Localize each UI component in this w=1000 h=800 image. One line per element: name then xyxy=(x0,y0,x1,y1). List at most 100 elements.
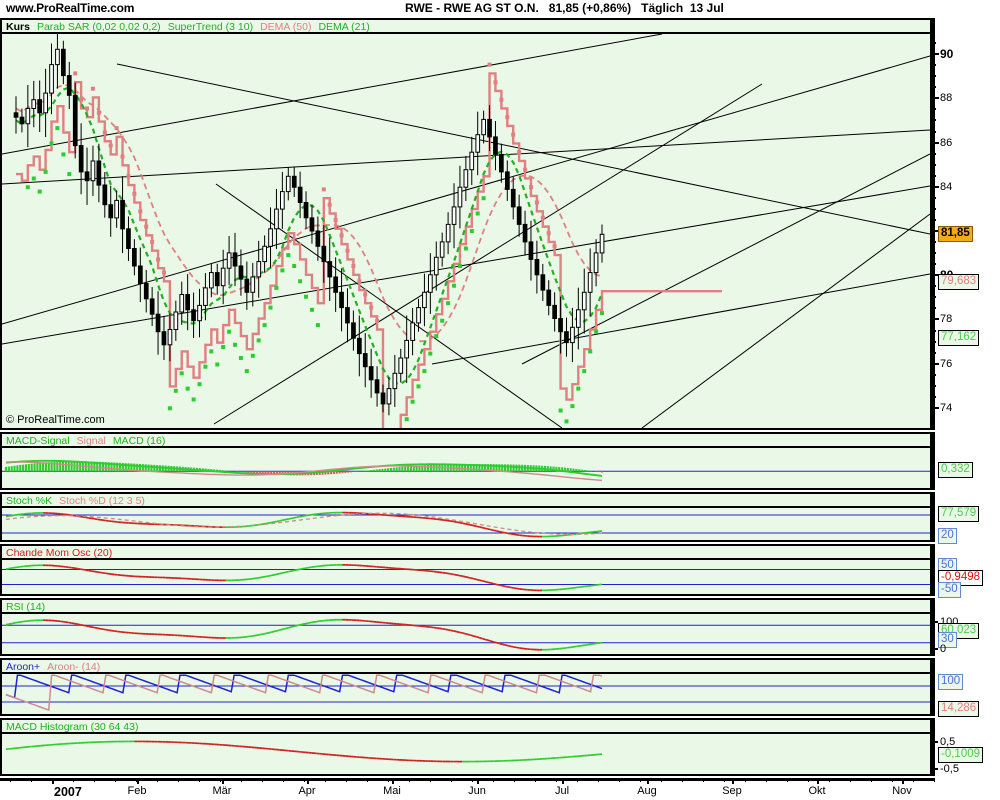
price-axis-tick xyxy=(932,141,939,144)
indicator-plot-macd-histogram[interactable] xyxy=(2,734,930,774)
price-chart-legend-item[interactable]: Kurs xyxy=(6,21,30,33)
indicator-axis-label: 0,5 xyxy=(940,735,956,748)
indicator-stochastic-legend-item[interactable]: Stoch %D (12 3 5) xyxy=(59,495,145,507)
date-axis-minor-tick xyxy=(724,778,725,782)
price-value-badge[interactable]: 79,683 xyxy=(938,274,980,291)
indicator-canvas-macd xyxy=(2,459,930,482)
indicator-axis-macd-histogram[interactable]: 0,5 -0,1009 -0,5 xyxy=(932,718,1000,776)
indicator-panel-rsi[interactable]: RSI (14) xyxy=(0,598,932,656)
price-axis-tick xyxy=(932,263,936,266)
date-axis-label: Mär xyxy=(212,785,232,797)
price-chart-panel[interactable]: Kurs Parab SAR (0,02 0,02 0,2) SuperTrend … xyxy=(0,18,932,430)
indicator-macd-legend-item[interactable]: MACD (16) xyxy=(112,435,166,447)
indicator-aroon-legend-item[interactable]: Aroon+ xyxy=(6,661,41,673)
indicator-macd-legend-item[interactable]: MACD-Signal xyxy=(6,435,70,447)
indicator-axis-line xyxy=(932,432,935,490)
date-axis-tick xyxy=(392,778,394,784)
indicator-value-badge[interactable]: 20 xyxy=(938,528,957,545)
price-chart-legend-item[interactable]: DEMA (50) xyxy=(260,21,312,33)
date-axis-minor-tick xyxy=(73,778,74,782)
date-axis-label: Feb xyxy=(127,785,147,797)
indicator-plot-rsi[interactable] xyxy=(2,614,930,654)
indicator-axis-line xyxy=(932,658,935,716)
indicator-macd-legend-item[interactable]: Signal xyxy=(76,435,106,447)
indicator-chande-momentum-oscillator-legend-item[interactable]: Chande Mom Osc (20) xyxy=(6,547,113,559)
date-axis-minor-tick xyxy=(661,778,662,782)
date-axis[interactable]: 2007 Feb Mär Apr Mai Jun Jul Aug Sep Okt Nov xyxy=(0,778,1000,800)
indicator-legend-aroon: Aroon+ Aroon- (14) xyxy=(2,660,930,674)
indicator-value-badge[interactable]: 100 xyxy=(938,673,964,690)
indicator-value-badge[interactable]: 77,579 xyxy=(938,505,980,522)
indicator-panel-macd-histogram[interactable]: MACD Histogram (30 64 43) xyxy=(0,718,932,776)
price-value-badge[interactable]: 77,162 xyxy=(938,329,980,346)
date-axis-minor-tick xyxy=(241,778,242,782)
date-axis-minor-tick xyxy=(598,778,599,782)
indicator-axis-line xyxy=(932,598,935,656)
price-axis-tick xyxy=(932,329,936,332)
date-axis-minor-tick xyxy=(493,778,494,782)
indicator-value-badge[interactable]: -50 xyxy=(938,581,961,598)
date-axis-minor-tick xyxy=(325,778,326,782)
indicator-stochastic-legend-item[interactable]: Stoch %K xyxy=(6,495,53,507)
indicator-axis-macd[interactable]: 0,332 xyxy=(932,432,1000,490)
price-axis-label: 74 xyxy=(940,401,953,414)
price-series-canvas xyxy=(2,34,930,428)
price-chart-legend-item[interactable]: Parab SAR (0,02 0,02 0,2) xyxy=(36,21,161,33)
indicator-axis-rsi[interactable]: 100 60,023 30 0 xyxy=(932,598,1000,656)
indicator-value-badge[interactable]: 30 xyxy=(938,631,957,648)
date-axis-rule xyxy=(0,778,935,781)
indicator-macd-histogram-legend-item[interactable]: MACD Histogram (30 64 43) xyxy=(6,721,139,733)
indicator-aroon-legend-item[interactable]: Aroon- (14) xyxy=(47,661,101,673)
price-axis-tick xyxy=(932,318,939,321)
date-axis-label: Mai xyxy=(383,785,401,797)
indicator-plot-aroon[interactable] xyxy=(2,674,930,714)
price-axis-label: 90 xyxy=(940,47,954,62)
date-axis-minor-tick xyxy=(178,778,179,782)
indicator-plot-macd[interactable] xyxy=(2,448,930,488)
indicator-plot-stochastic[interactable] xyxy=(2,508,930,540)
price-chart-plot[interactable] xyxy=(2,34,930,428)
indicator-panel-stochastic[interactable]: Stoch %K Stoch %D (12 3 5) xyxy=(0,492,932,542)
price-axis-tick xyxy=(932,53,939,56)
indicator-plot-chande-momentum-oscillator[interactable] xyxy=(2,560,930,594)
indicator-axis-chande-momentum-oscillator[interactable]: 50 -0,9498 -50 xyxy=(932,544,1000,598)
price-axis-tick xyxy=(932,230,939,232)
price-axis-tick xyxy=(932,108,936,111)
indicator-axis-aroon[interactable]: 100 14,286 xyxy=(932,658,1000,717)
date-axis-minor-tick xyxy=(304,778,305,782)
indicator-value-badge[interactable]: -0,1009 xyxy=(938,747,984,764)
price-axis-tick xyxy=(932,351,936,354)
date-axis-minor-tick xyxy=(850,778,851,782)
date-axis-minor-tick xyxy=(157,778,158,782)
price-value-badge[interactable]: 81,85 xyxy=(938,226,973,243)
date-axis-label: Sep xyxy=(722,785,742,797)
indicator-panel-aroon[interactable]: Aroon+ Aroon- (14) xyxy=(0,658,932,716)
price-axis-label: 88 xyxy=(940,92,953,105)
date-axis-minor-tick xyxy=(787,778,788,782)
price-axis-tick xyxy=(932,119,936,122)
indicator-panel-macd[interactable]: MACD-Signal Signal MACD (16) xyxy=(0,432,932,490)
date-axis-minor-tick xyxy=(94,778,95,782)
price-axis-tick xyxy=(932,285,936,288)
price-axis-tick xyxy=(932,218,936,221)
price-chart-legend: Kurs Parab SAR (0,02 0,02 0,2) SuperTrend … xyxy=(2,20,930,34)
indicator-axis-tick xyxy=(932,740,938,743)
price-chart-legend-item[interactable]: SuperTrend (3 10) xyxy=(167,21,254,33)
price-axis-tick xyxy=(932,64,936,67)
indicator-value-badge[interactable]: 0,332 xyxy=(938,462,973,479)
indicator-axis-label: 0 xyxy=(940,642,947,655)
price-axis-tick xyxy=(932,395,936,398)
price-axis-label: 78 xyxy=(940,313,953,326)
indicator-panel-chande-momentum-oscillator[interactable]: Chande Mom Osc (20) xyxy=(0,544,932,596)
date-axis-minor-tick xyxy=(556,778,557,782)
indicator-canvas-macd-histogram xyxy=(5,740,603,763)
date-axis-minor-tick xyxy=(346,778,347,782)
price-axis-tick xyxy=(932,362,939,365)
price-chart-legend-item[interactable]: DEMA (21) xyxy=(318,21,370,33)
indicator-value-badge[interactable]: 14,286 xyxy=(938,700,980,717)
indicator-legend-macd: MACD-Signal Signal MACD (16) xyxy=(2,434,930,448)
indicator-rsi-legend-item[interactable]: RSI (14) xyxy=(6,601,46,613)
indicator-axis-stochastic[interactable]: 77,579 20 xyxy=(932,492,1000,545)
